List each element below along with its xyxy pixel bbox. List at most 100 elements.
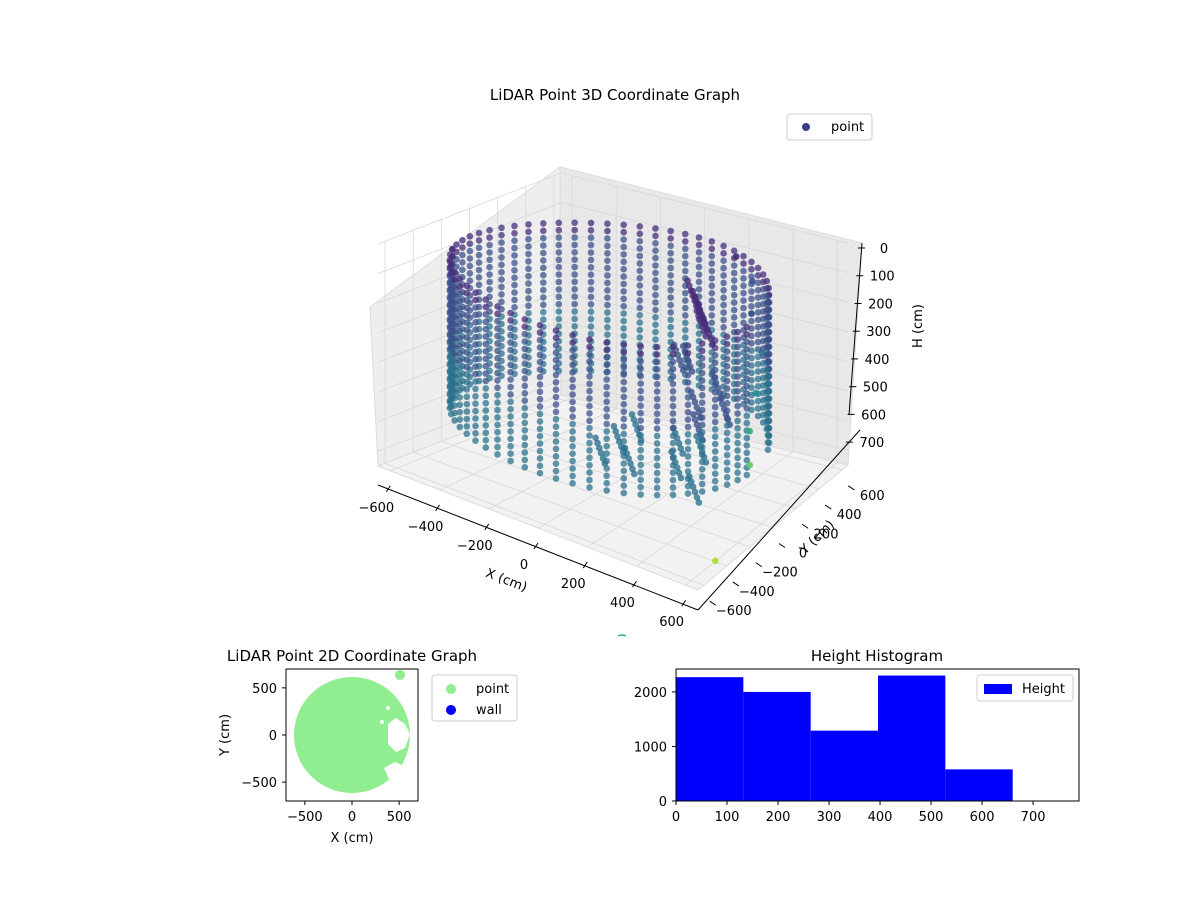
point-marker bbox=[603, 442, 610, 450]
point-marker bbox=[451, 357, 458, 365]
point-marker bbox=[759, 337, 767, 345]
point-marker bbox=[620, 341, 628, 349]
point-marker bbox=[463, 408, 471, 415]
point-marker bbox=[463, 423, 471, 430]
point-marker bbox=[620, 310, 627, 317]
scatter2d-chart: LiDAR Point 2D Coordinate Graph −500 0 500… bbox=[218, 647, 518, 846]
point-marker bbox=[620, 378, 628, 386]
y-tick-label-2d: 0 bbox=[269, 729, 277, 744]
point-marker bbox=[482, 355, 490, 363]
point-marker bbox=[604, 227, 611, 235]
point-marker bbox=[652, 240, 659, 247]
x-tick-label-hist: 600 bbox=[970, 810, 995, 825]
point-marker bbox=[748, 303, 755, 310]
point-marker bbox=[494, 406, 501, 414]
point-marker bbox=[540, 316, 547, 323]
point-marker bbox=[743, 390, 751, 397]
point-marker bbox=[475, 274, 483, 281]
point-marker bbox=[494, 451, 501, 458]
point-marker bbox=[586, 454, 593, 462]
point-marker bbox=[540, 257, 547, 264]
point-marker bbox=[586, 469, 593, 476]
point-marker bbox=[451, 365, 458, 372]
point-marker bbox=[720, 272, 727, 279]
point-marker bbox=[451, 402, 458, 409]
point-marker bbox=[603, 487, 610, 494]
z-tick-label-3d: 400 bbox=[865, 353, 890, 368]
point-marker bbox=[612, 428, 619, 435]
point-marker bbox=[456, 334, 464, 342]
point-marker bbox=[521, 404, 529, 412]
point-marker bbox=[540, 242, 547, 249]
point-marker bbox=[693, 494, 701, 501]
point-marker bbox=[586, 387, 593, 395]
point-marker bbox=[482, 362, 490, 370]
point-marker bbox=[759, 411, 767, 419]
point-marker bbox=[625, 455, 632, 462]
point-marker bbox=[475, 259, 483, 266]
point-marker bbox=[711, 381, 719, 389]
point-marker bbox=[734, 417, 741, 425]
y-tick-3d bbox=[755, 562, 763, 568]
point-marker bbox=[521, 390, 529, 397]
point-marker bbox=[571, 315, 578, 323]
point-marker bbox=[740, 275, 747, 282]
point-marker bbox=[711, 396, 719, 404]
point-marker bbox=[521, 441, 529, 449]
point-marker bbox=[653, 469, 661, 477]
point-marker bbox=[667, 286, 674, 294]
point-marker bbox=[723, 481, 731, 489]
point-marker bbox=[682, 319, 689, 327]
point-marker bbox=[712, 557, 719, 565]
point-marker bbox=[620, 258, 627, 266]
point-marker bbox=[604, 331, 611, 339]
point-marker bbox=[711, 403, 719, 411]
point-marker bbox=[620, 243, 627, 251]
point-marker bbox=[754, 353, 762, 361]
point-marker bbox=[653, 351, 661, 358]
point-marker bbox=[620, 280, 627, 288]
point-marker bbox=[536, 344, 544, 351]
point-marker bbox=[620, 475, 628, 482]
point-marker bbox=[571, 249, 578, 256]
point-marker bbox=[637, 476, 644, 484]
x-tick-label-hist: 400 bbox=[868, 810, 893, 825]
point-marker bbox=[669, 395, 677, 403]
x-tick-label-3d: 0 bbox=[520, 558, 528, 573]
legend-2d-point-marker bbox=[446, 684, 456, 694]
point-marker bbox=[525, 250, 532, 258]
point-marker bbox=[525, 228, 532, 236]
point-marker bbox=[472, 370, 479, 378]
point-marker bbox=[620, 221, 627, 229]
point-marker bbox=[653, 410, 661, 418]
point-marker bbox=[734, 432, 741, 440]
point-marker bbox=[603, 428, 610, 435]
point-marker bbox=[603, 479, 610, 487]
point-marker bbox=[482, 399, 490, 407]
point-marker bbox=[486, 286, 493, 293]
point-marker bbox=[507, 442, 514, 450]
gap-region-6 bbox=[408, 756, 414, 762]
point-marker bbox=[684, 408, 692, 416]
point-marker bbox=[463, 334, 471, 341]
point-marker bbox=[682, 267, 689, 275]
point-marker bbox=[555, 219, 563, 227]
point-marker bbox=[540, 301, 547, 309]
point-marker bbox=[604, 250, 611, 257]
point-marker bbox=[637, 358, 644, 365]
y-tick-3d bbox=[778, 543, 786, 548]
point-marker bbox=[708, 312, 716, 319]
point-marker bbox=[620, 251, 627, 258]
point-marker bbox=[587, 249, 595, 256]
point-marker bbox=[552, 416, 560, 423]
point-marker bbox=[521, 330, 529, 338]
point-marker bbox=[682, 252, 689, 260]
point-marker bbox=[552, 386, 560, 394]
point-marker bbox=[690, 411, 697, 418]
point-marker bbox=[763, 425, 771, 433]
z-axis-label-3d: H (cm) bbox=[911, 304, 926, 348]
point-marker bbox=[754, 279, 762, 287]
point-marker bbox=[569, 346, 576, 354]
point-marker bbox=[540, 249, 547, 257]
point-marker bbox=[498, 261, 505, 269]
